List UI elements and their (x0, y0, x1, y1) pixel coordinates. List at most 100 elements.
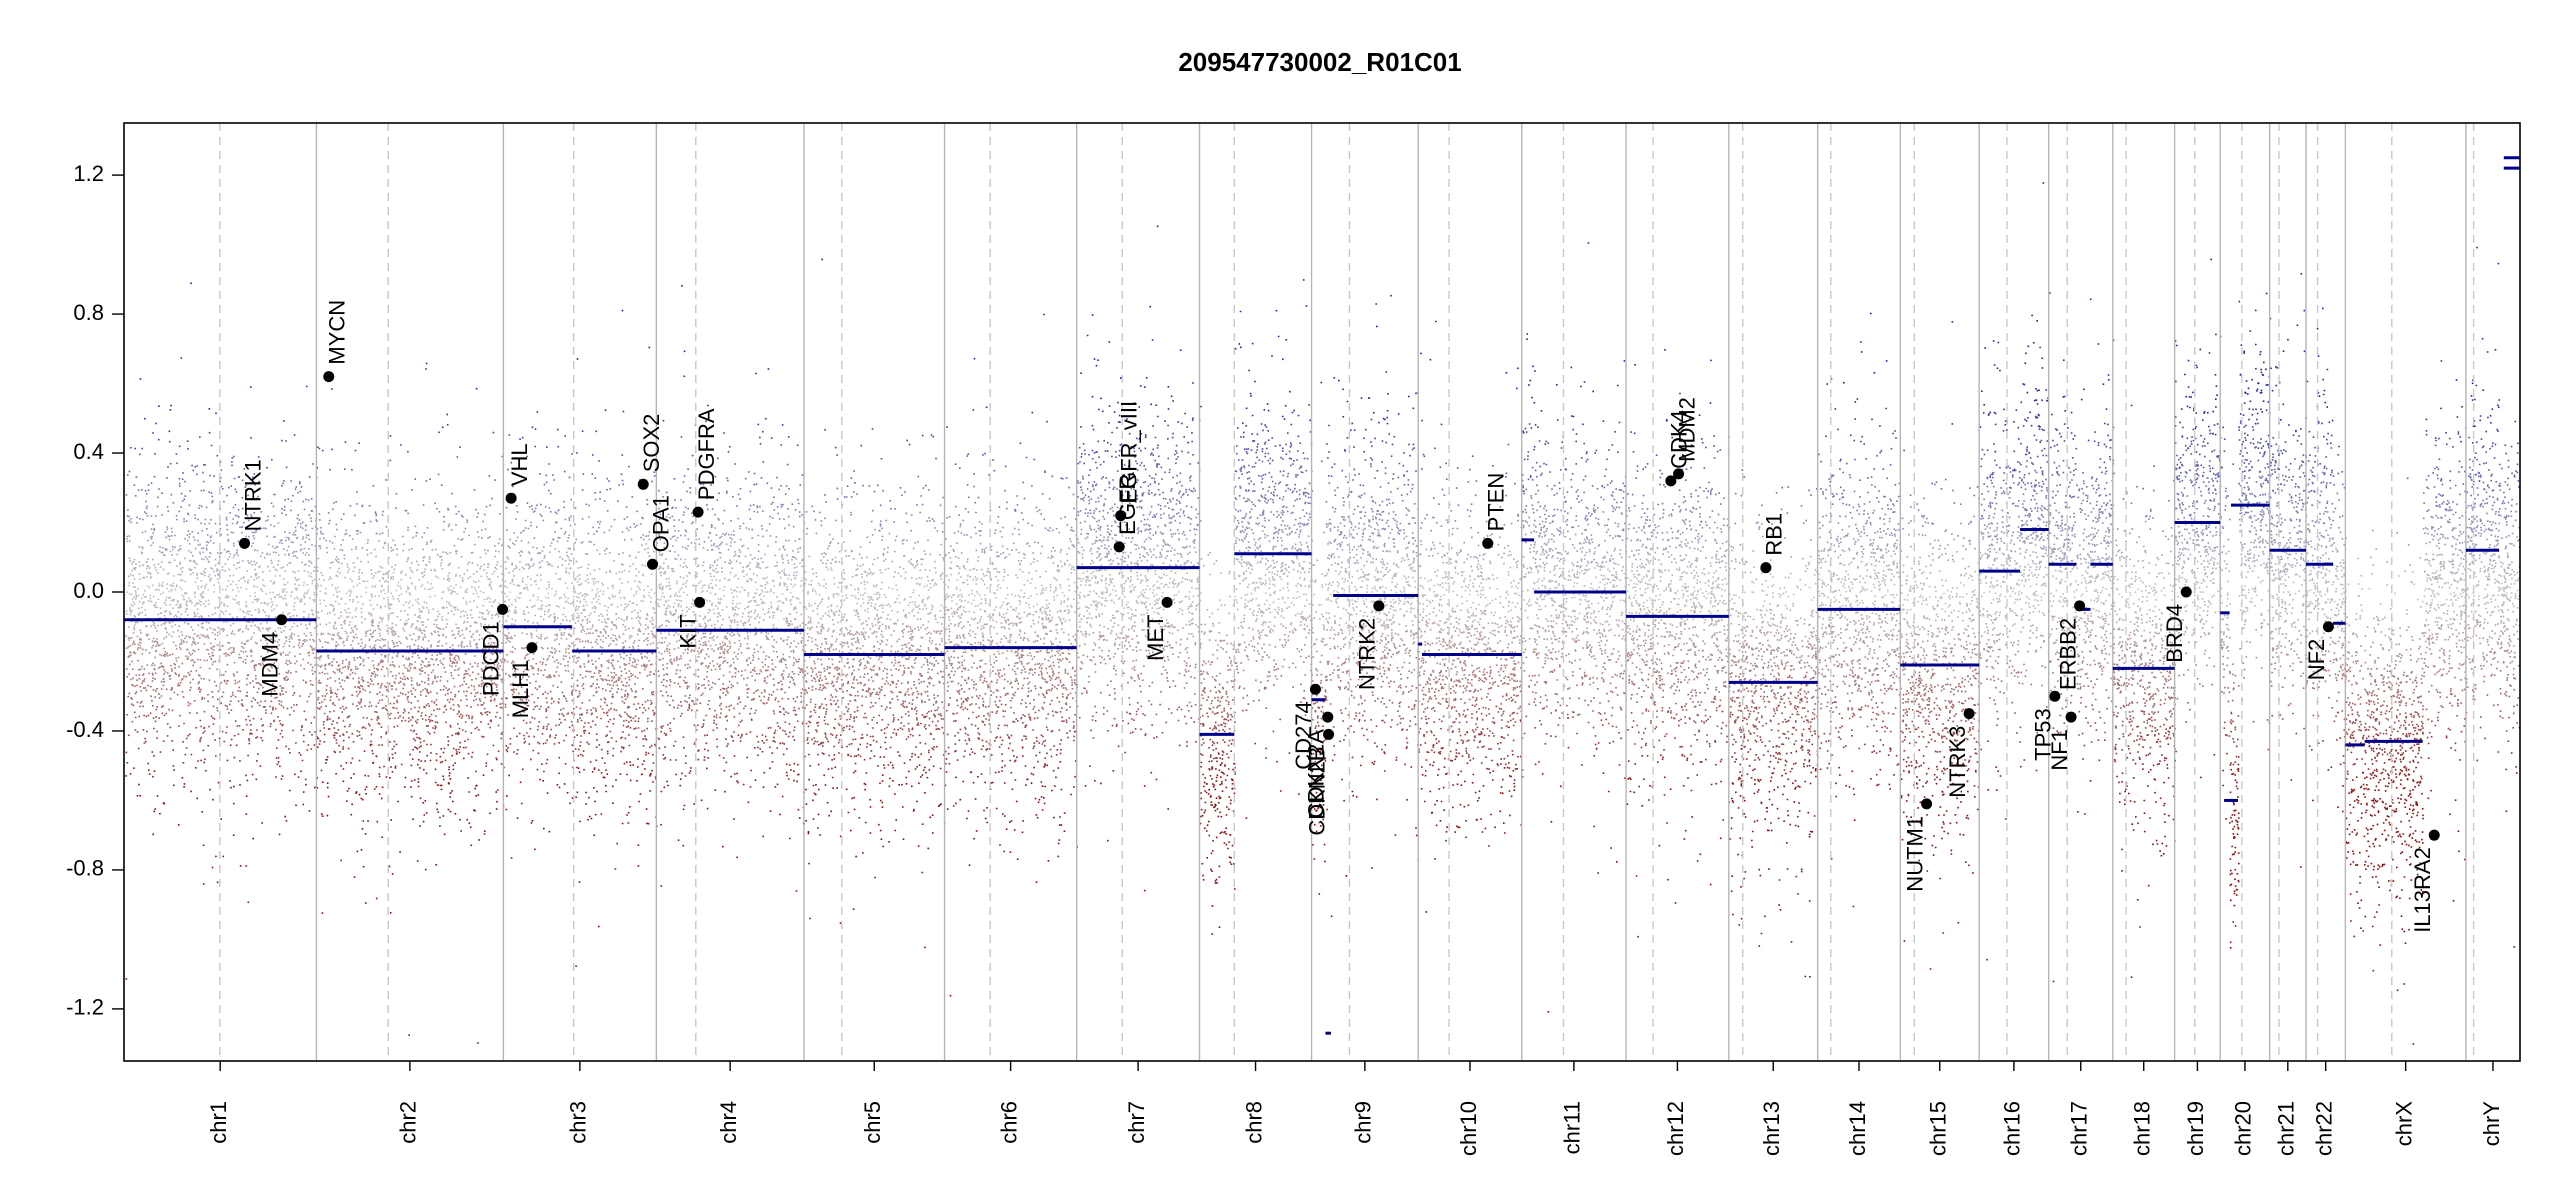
probe-dots (134, 728, 2451, 732)
probe-dots (146, 565, 2503, 568)
gene-label: IL13RA2 (2410, 847, 2435, 933)
probe-dots (150, 694, 2508, 698)
probe-dots (139, 637, 2519, 641)
probe-dots (130, 650, 2513, 654)
probe-dots (135, 476, 2472, 479)
chromosome-label: chr8 (1241, 1101, 1266, 1144)
probe-dots (2021, 478, 2023, 481)
gene-label: CDKN2A (1304, 729, 1329, 819)
probe-dots (146, 505, 2484, 508)
probe-dots (180, 579, 2520, 582)
probe-dots (141, 547, 2507, 550)
probe-dots (186, 533, 2493, 536)
probe-dots (932, 435, 2062, 438)
probe-dots (188, 533, 2443, 536)
probe-dots (145, 575, 2488, 578)
probe-dots (153, 528, 2494, 532)
gene-label: SOX2 (639, 414, 664, 473)
probe-dots (132, 574, 2516, 577)
probe-dots (173, 559, 2477, 562)
probe-dots (296, 557, 2322, 559)
probe-dots (1386, 416, 2489, 419)
probe-dots (145, 511, 2488, 515)
gene-label-group: EGFR_vIII (1117, 401, 1142, 504)
probe-dots (689, 487, 2479, 489)
probe-dots (231, 456, 2476, 459)
chromosome-label: chr21 (2274, 1101, 2299, 1156)
probe-dots (227, 580, 2327, 582)
probe-dots (204, 567, 2493, 570)
gene-marker (2074, 600, 2086, 612)
probe-dots (201, 558, 2271, 560)
probe-dots (209, 578, 2507, 581)
gene-label-group: OPA1 (648, 495, 673, 552)
probe-dots (2020, 401, 2023, 404)
gene-label: RB1 (1762, 513, 1787, 556)
probe-dots (201, 529, 2500, 532)
probe-dots (505, 745, 2176, 747)
probe-dots (220, 469, 2474, 471)
probe-dots (144, 530, 2486, 533)
probe-dots (133, 595, 2517, 599)
y-tick-label: 0.8 (73, 300, 104, 325)
gene-marker (1161, 596, 1173, 608)
probe-dots (1309, 431, 1616, 433)
probe-dots (158, 549, 2489, 553)
probe-dots (139, 182, 2501, 403)
gene-label-group: NTRK3 (1945, 726, 1970, 798)
gene-marker (1665, 475, 1677, 487)
probe-dots (150, 543, 2515, 547)
probe-dots (148, 586, 2508, 590)
probe-dots (259, 587, 2431, 590)
chromosome-label: chr4 (716, 1101, 741, 1144)
probe-dots (342, 767, 2507, 771)
probe-dots (167, 509, 2450, 513)
probe-dots (1104, 450, 2319, 453)
probe-dots (537, 741, 2420, 744)
probe-dots (208, 407, 2494, 411)
gene-label: KIT (675, 614, 700, 648)
probe-dots (135, 593, 2506, 597)
probe-dots (127, 655, 2516, 659)
probe-dots (631, 495, 2506, 498)
gene-marker (1673, 468, 1685, 480)
probe-dots (233, 544, 2438, 547)
gene-label-group: IL13RA2 (2410, 847, 2435, 933)
probe-dots (154, 605, 2515, 609)
probe-dots (208, 431, 2460, 434)
probe-dots (136, 521, 2497, 525)
probe-dots (1285, 484, 1287, 487)
probe-dots (169, 725, 2391, 729)
probe-dots (1584, 516, 1587, 519)
probe-dots (243, 467, 2436, 470)
probe-dots (300, 770, 2415, 773)
probe-dots (184, 495, 2491, 498)
probe-dots (342, 780, 2422, 783)
probe-dots (194, 516, 2461, 520)
probe-dots (169, 462, 2322, 465)
gene-marker (1373, 600, 1385, 612)
probe-dots (1283, 418, 2428, 421)
gene-label-group: NF2 (2304, 639, 2329, 681)
y-tick-label: -0.4 (66, 717, 104, 742)
probe-dots (241, 478, 2473, 482)
probe-dots (946, 426, 2254, 428)
plot-frame (123, 122, 2521, 1062)
probe-dots (207, 588, 2250, 591)
gene-label: MDM2 (1674, 397, 1699, 462)
probe-dots (510, 461, 2277, 464)
probe-dots (137, 489, 2495, 492)
gene-label: PDGFRA (694, 408, 719, 500)
probe-dots (446, 413, 2053, 416)
probe-dots (160, 688, 2516, 691)
probe-dots (1261, 460, 2252, 463)
probe-dots (169, 409, 2268, 412)
probe-dots (142, 602, 2514, 605)
probe-dots (439, 755, 2417, 758)
chromosome-label: chr2 (396, 1101, 421, 1144)
probe-dots (318, 742, 2420, 746)
probe-dots (288, 748, 2393, 751)
chromosome-label: chr15 (1926, 1101, 1951, 1156)
probe-dots (1256, 449, 2285, 451)
probe-dots (142, 601, 2505, 604)
